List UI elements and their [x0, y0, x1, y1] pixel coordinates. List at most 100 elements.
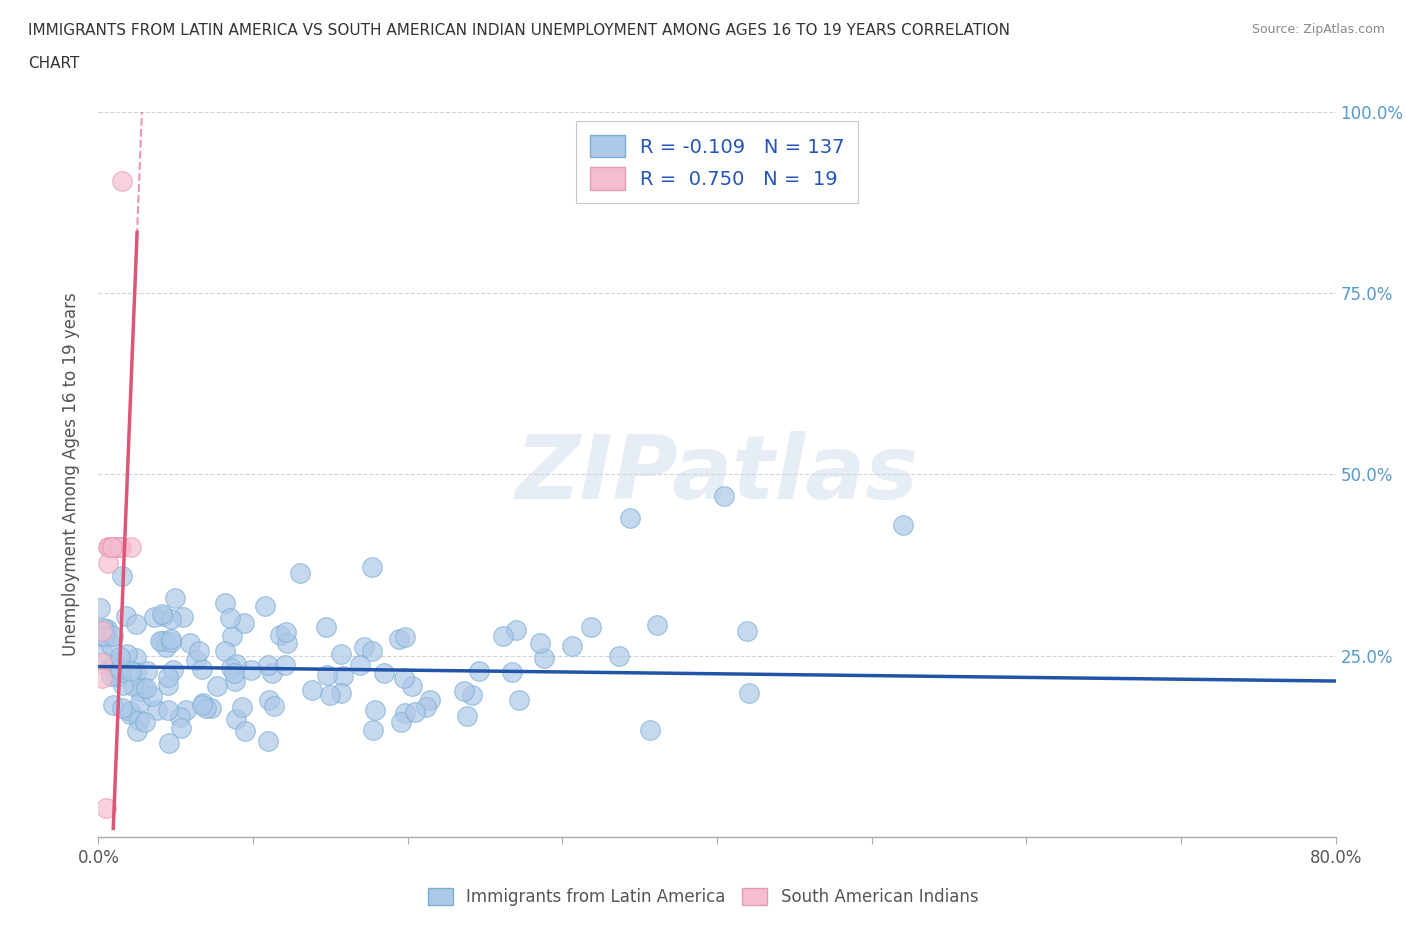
Point: [111, 678, 134, 693]
Point: [135, 663, 157, 678]
Point: [501, 664, 523, 679]
Point: [316, 667, 339, 682]
Point: [156, 670, 179, 684]
Point: [91, 624, 114, 639]
Point: [364, 703, 387, 718]
Point: [111, 700, 134, 715]
Point: [301, 683, 323, 698]
Point: [107, 539, 129, 554]
Point: [110, 539, 132, 554]
Point: [392, 671, 415, 685]
Point: [319, 688, 342, 703]
Point: [388, 631, 411, 646]
Point: [125, 724, 148, 738]
Point: [160, 612, 183, 627]
Point: [214, 644, 236, 658]
Point: [115, 646, 138, 661]
Point: [91, 621, 114, 636]
Point: [179, 635, 201, 650]
Point: [607, 648, 630, 663]
Point: [276, 624, 298, 639]
Point: [329, 646, 352, 661]
Point: [110, 665, 132, 680]
Point: [160, 635, 183, 650]
Point: [159, 736, 181, 751]
Point: [260, 666, 283, 681]
Point: [98, 659, 121, 674]
Point: [219, 610, 242, 625]
Point: [200, 700, 222, 715]
Point: [160, 631, 183, 646]
Point: [257, 733, 280, 748]
Point: [105, 539, 128, 554]
Point: [120, 539, 142, 554]
Point: [107, 539, 129, 554]
Point: [415, 699, 437, 714]
Point: [187, 643, 209, 658]
Point: [96, 621, 118, 636]
Point: [169, 710, 191, 724]
Point: [332, 669, 354, 684]
Point: [253, 598, 276, 613]
Point: [111, 568, 134, 583]
Text: CHART: CHART: [28, 56, 80, 71]
Point: [111, 173, 134, 188]
Point: [191, 662, 214, 677]
Point: [108, 649, 131, 664]
Point: [349, 658, 371, 672]
Point: [529, 635, 551, 650]
Point: [91, 671, 114, 685]
Point: [128, 684, 150, 698]
Point: [225, 657, 247, 671]
Point: [315, 619, 337, 634]
Point: [94, 621, 117, 636]
Point: [118, 707, 141, 722]
Point: [257, 693, 280, 708]
Text: IMMIGRANTS FROM LATIN AMERICA VS SOUTH AMERICAN INDIAN UNEMPLOYMENT AMONG AGES 1: IMMIGRANTS FROM LATIN AMERICA VS SOUTH A…: [28, 23, 1010, 38]
Point: [89, 628, 111, 643]
Point: [645, 618, 668, 632]
Point: [100, 539, 122, 554]
Point: [128, 712, 150, 727]
Point: [263, 698, 285, 713]
Point: [101, 539, 124, 554]
Point: [891, 518, 914, 533]
Point: [533, 650, 555, 665]
Point: [195, 700, 218, 715]
Point: [107, 670, 129, 684]
Point: [361, 559, 384, 574]
Point: [157, 703, 180, 718]
Point: [150, 607, 173, 622]
Point: [150, 633, 173, 648]
Point: [221, 629, 243, 644]
Point: [104, 657, 127, 671]
Point: [143, 610, 166, 625]
Text: Source: ZipAtlas.com: Source: ZipAtlas.com: [1251, 23, 1385, 36]
Legend: Immigrants from Latin America, South American Indians: Immigrants from Latin America, South Ame…: [422, 881, 984, 912]
Point: [389, 715, 412, 730]
Point: [256, 658, 278, 672]
Point: [468, 663, 491, 678]
Point: [122, 678, 145, 693]
Point: [269, 628, 291, 643]
Point: [162, 663, 184, 678]
Point: [125, 617, 148, 631]
Point: [508, 692, 530, 707]
Point: [155, 640, 177, 655]
Point: [276, 636, 298, 651]
Point: [155, 633, 177, 648]
Point: [141, 688, 163, 703]
Point: [186, 653, 208, 668]
Point: [737, 685, 759, 700]
Point: [101, 539, 124, 554]
Point: [713, 488, 735, 503]
Point: [172, 609, 194, 624]
Point: [214, 595, 236, 610]
Point: [152, 608, 174, 623]
Point: [120, 663, 142, 678]
Point: [460, 687, 482, 702]
Point: [240, 662, 263, 677]
Y-axis label: Unemployment Among Ages 16 to 19 years: Unemployment Among Ages 16 to 19 years: [62, 292, 80, 657]
Point: [579, 619, 602, 634]
Point: [735, 623, 758, 638]
